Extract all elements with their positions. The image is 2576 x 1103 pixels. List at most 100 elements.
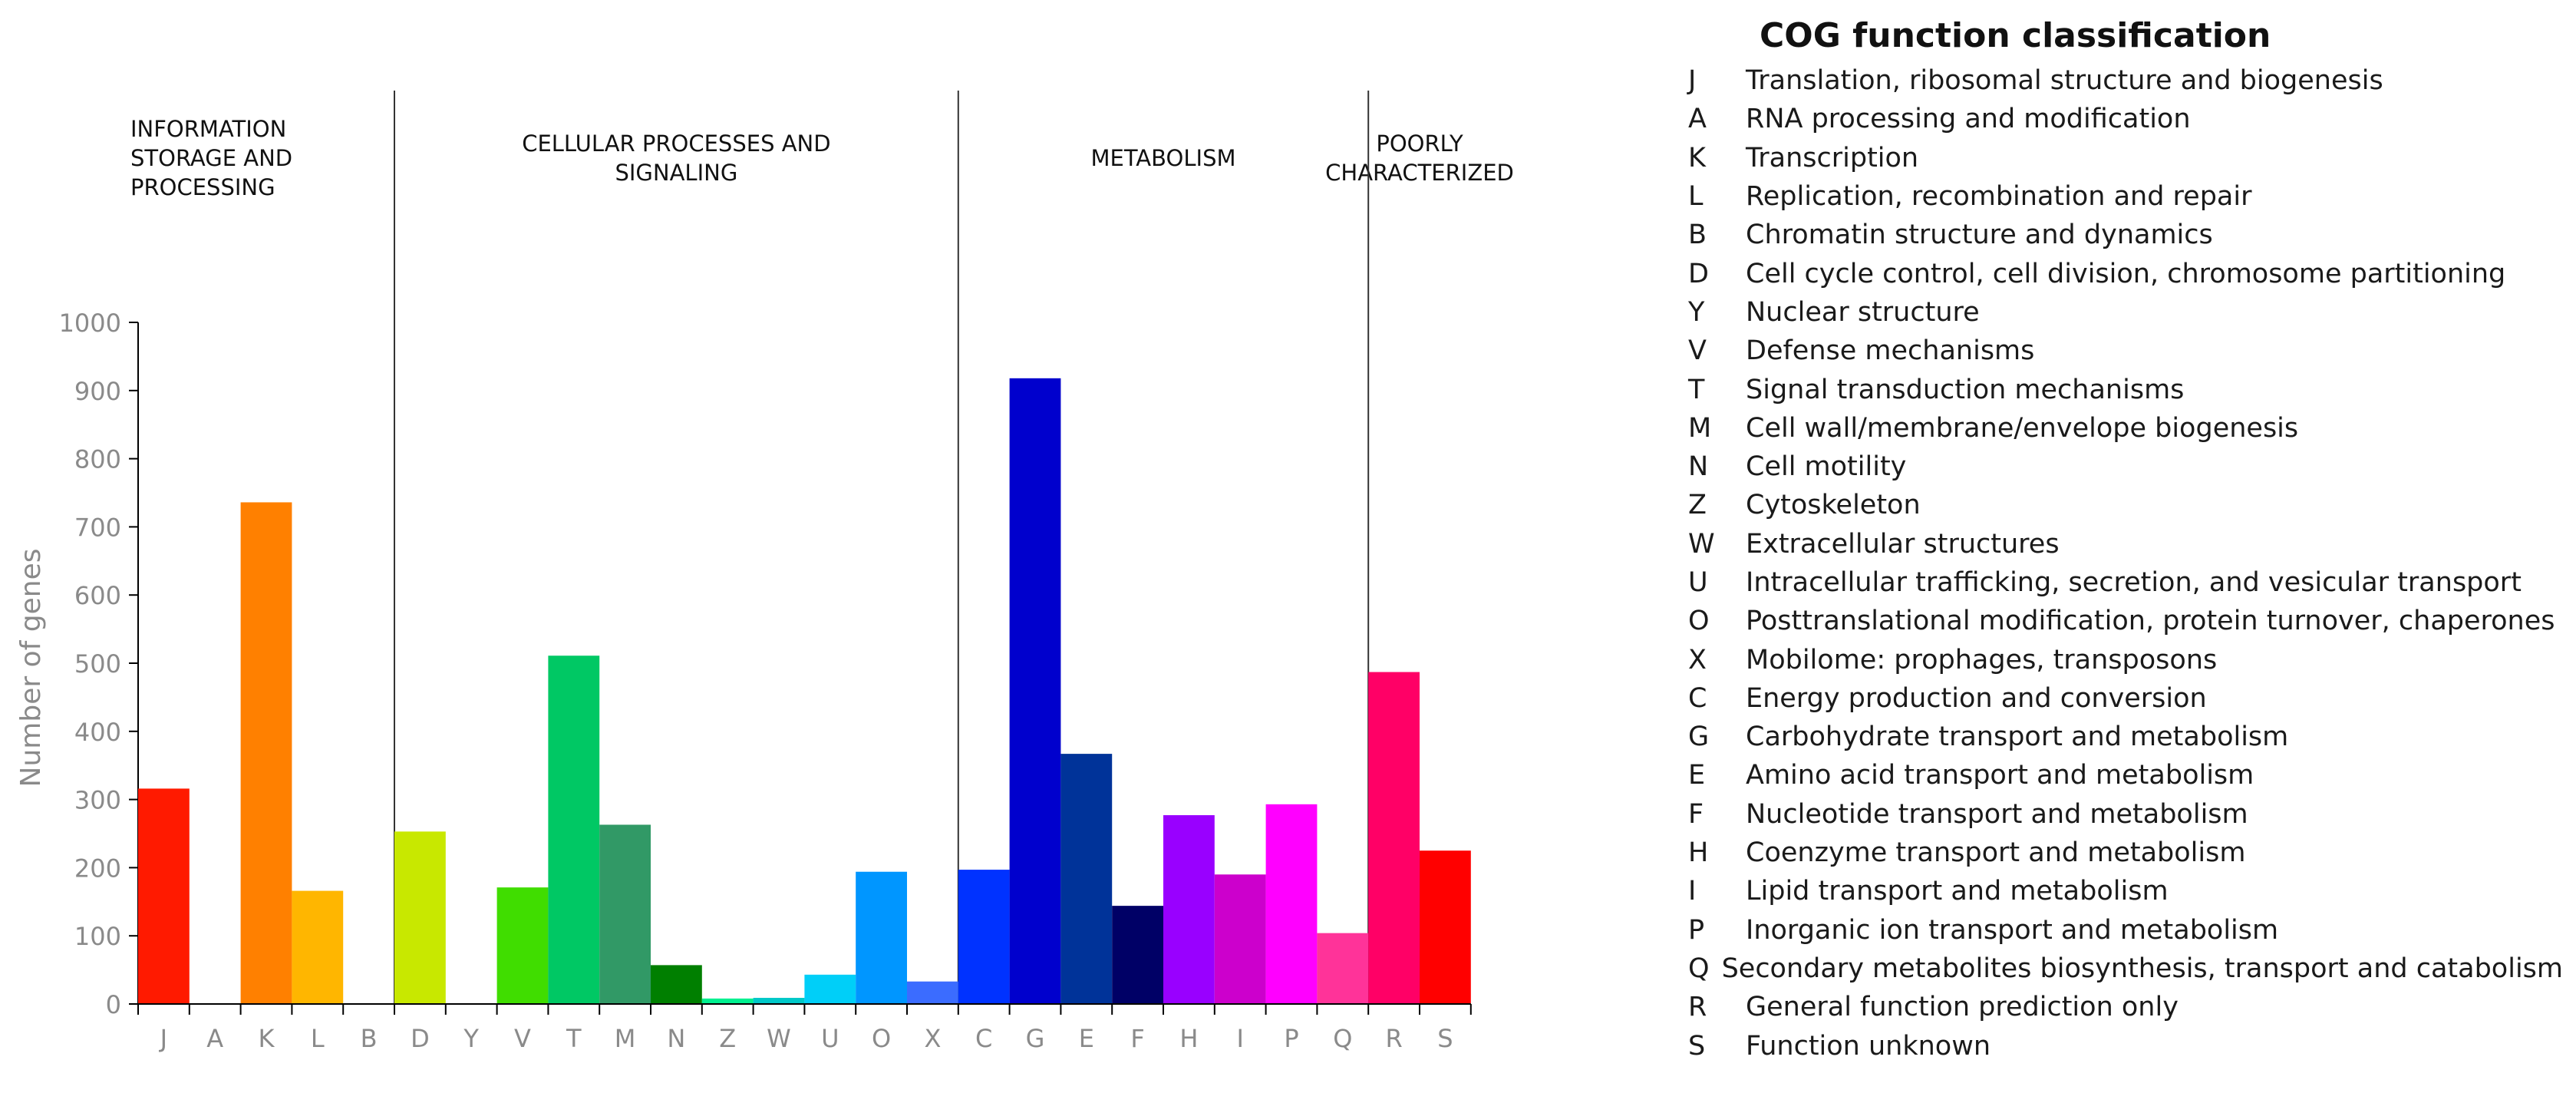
bars <box>138 378 1471 1004</box>
legend-item: Z Cytoskeleton <box>1688 486 2563 524</box>
legend-item: P Inorganic ion transport and metabolism <box>1688 911 2563 949</box>
legend-item: Y Nuclear structure <box>1688 293 2563 332</box>
legend-code: F <box>1688 798 1704 830</box>
legend-desc: General function prediction only <box>1746 992 2179 1023</box>
legend-code: R <box>1688 992 1707 1023</box>
group-label: STORAGE AND <box>130 145 292 171</box>
x-tick-label: B <box>361 1024 378 1053</box>
legend-desc: Inorganic ion transport and metabolism <box>1746 914 2279 946</box>
x-tick-label: E <box>1079 1024 1094 1053</box>
legend-code: Y <box>1688 296 1705 328</box>
bar-Z <box>701 998 754 1004</box>
x-tick-label: O <box>872 1024 891 1053</box>
legend-desc: Cell motility <box>1746 451 1907 483</box>
legend-item: T Signal transduction mechanisms <box>1688 370 2563 408</box>
y-tick-label: 800 <box>74 445 121 474</box>
bar-E <box>1060 754 1113 1004</box>
bar-N <box>651 965 702 1004</box>
bar-W <box>753 998 805 1004</box>
legend-desc: Transcription <box>1746 142 1919 173</box>
legend-desc: Energy production and conversion <box>1746 682 2207 714</box>
bar-G <box>1009 378 1061 1004</box>
x-tick-label: H <box>1179 1024 1198 1053</box>
x-tick-label: U <box>821 1024 839 1053</box>
group-label: CHARACTERIZED <box>1325 160 1514 186</box>
legend-desc: Signal transduction mechanisms <box>1746 374 2185 405</box>
legend-desc: Nuclear structure <box>1746 296 1980 328</box>
legend-code: G <box>1688 722 1710 753</box>
bar-V <box>496 887 549 1004</box>
legend-item: G Carbohydrate transport and metabolism <box>1688 718 2563 756</box>
y-axis: 0 100 200 300 400 500 600 700 800 900 1000 <box>59 309 139 1019</box>
legend-desc: Cell wall/membrane/envelope biogenesis <box>1746 412 2299 444</box>
legend-item: M Cell wall/membrane/envelope biogenesis <box>1688 409 2563 447</box>
legend-desc: Nucleotide transport and metabolism <box>1746 798 2248 830</box>
legend-desc: Cytoskeleton <box>1746 490 1921 521</box>
legend-desc: Defense mechanisms <box>1746 335 2035 367</box>
y-tick-label: 200 <box>74 854 121 883</box>
legend-title: COG function classification <box>1760 16 2271 55</box>
x-tick-label: G <box>1026 1024 1045 1053</box>
bar-O <box>856 871 907 1004</box>
legend-code: S <box>1688 1030 1706 1062</box>
legend: COG function classification J Translation… <box>1688 11 2563 1065</box>
x-tick-label: S <box>1437 1024 1453 1053</box>
x-tick-label: F <box>1130 1024 1144 1053</box>
legend-desc: Amino acid transport and metabolism <box>1746 760 2254 791</box>
legend-code: O <box>1688 606 1710 637</box>
x-tick-label: J <box>159 1024 167 1053</box>
legend-desc: Cell cycle control, cell division, chrom… <box>1746 258 2506 289</box>
bar-S <box>1420 850 1471 1004</box>
y-tick-label: 300 <box>74 786 121 815</box>
legend-code: M <box>1688 412 1712 444</box>
legend-item: S Function unknown <box>1688 1026 2563 1065</box>
legend-item: U Intracellular trafficking, secretion, a… <box>1688 563 2563 602</box>
legend-desc: Secondary metabolites biosynthesis, tran… <box>1721 953 2563 984</box>
x-tick-label: T <box>566 1024 582 1053</box>
bar-Q <box>1317 933 1369 1004</box>
y-tick-label: 0 <box>106 990 121 1019</box>
legend-item: J Translation, ribosomal structure and bi… <box>1688 61 2563 100</box>
legend-code: W <box>1688 528 1715 560</box>
legend-code: P <box>1688 914 1705 946</box>
legend-code: D <box>1688 258 1709 289</box>
bar-L <box>292 890 344 1004</box>
legend-item: Q Secondary metabolites biosynthesis, tra… <box>1688 949 2563 988</box>
bar-C <box>958 870 1010 1004</box>
legend-desc: Function unknown <box>1746 1030 1991 1062</box>
legend-code: V <box>1688 335 1707 367</box>
legend-item: R General function prediction only <box>1688 988 2563 1026</box>
legend-code: L <box>1688 181 1704 213</box>
x-tick-label: D <box>411 1024 430 1053</box>
legend-item: O Posttranslational modification, protein… <box>1688 602 2563 640</box>
legend-item: C Energy production and conversion <box>1688 679 2563 718</box>
legend-item: W Extracellular structures <box>1688 525 2563 563</box>
legend-item: X Mobilome: prophages, transposons <box>1688 640 2563 679</box>
legend-desc: Lipid transport and metabolism <box>1746 876 2169 907</box>
legend-code: H <box>1688 837 1709 869</box>
x-tick-label: X <box>924 1024 941 1053</box>
legend-item: K Transcription <box>1688 139 2563 177</box>
bar-U <box>804 974 856 1004</box>
legend-desc: Posttranslational modification, protein … <box>1746 606 2555 637</box>
bar-T <box>548 656 600 1004</box>
x-tick-label: C <box>975 1024 992 1053</box>
legend-item: F Nucleotide transport and metabolism <box>1688 795 2563 834</box>
x-tick-label: I <box>1236 1024 1243 1053</box>
bar-M <box>599 824 651 1004</box>
legend-code: A <box>1688 104 1707 135</box>
bar-D <box>394 831 446 1004</box>
bar-I <box>1214 874 1266 1004</box>
y-tick-label: 400 <box>74 718 121 747</box>
legend-item: A RNA processing and modification <box>1688 100 2563 138</box>
legend-list: J Translation, ribosomal structure and bi… <box>1688 61 2563 1065</box>
legend-desc: Intracellular trafficking, secretion, an… <box>1746 567 2522 598</box>
bar-P <box>1265 804 1318 1004</box>
legend-item: L Replication, recombination and repair <box>1688 177 2563 216</box>
y-tick-label: 600 <box>74 581 121 610</box>
legend-code: Q <box>1688 953 1710 984</box>
group-label: PROCESSING <box>130 174 275 200</box>
legend-item: V Defense mechanisms <box>1688 332 2563 370</box>
x-tick-label: N <box>667 1024 685 1053</box>
legend-desc: Replication, recombination and repair <box>1746 181 2252 213</box>
